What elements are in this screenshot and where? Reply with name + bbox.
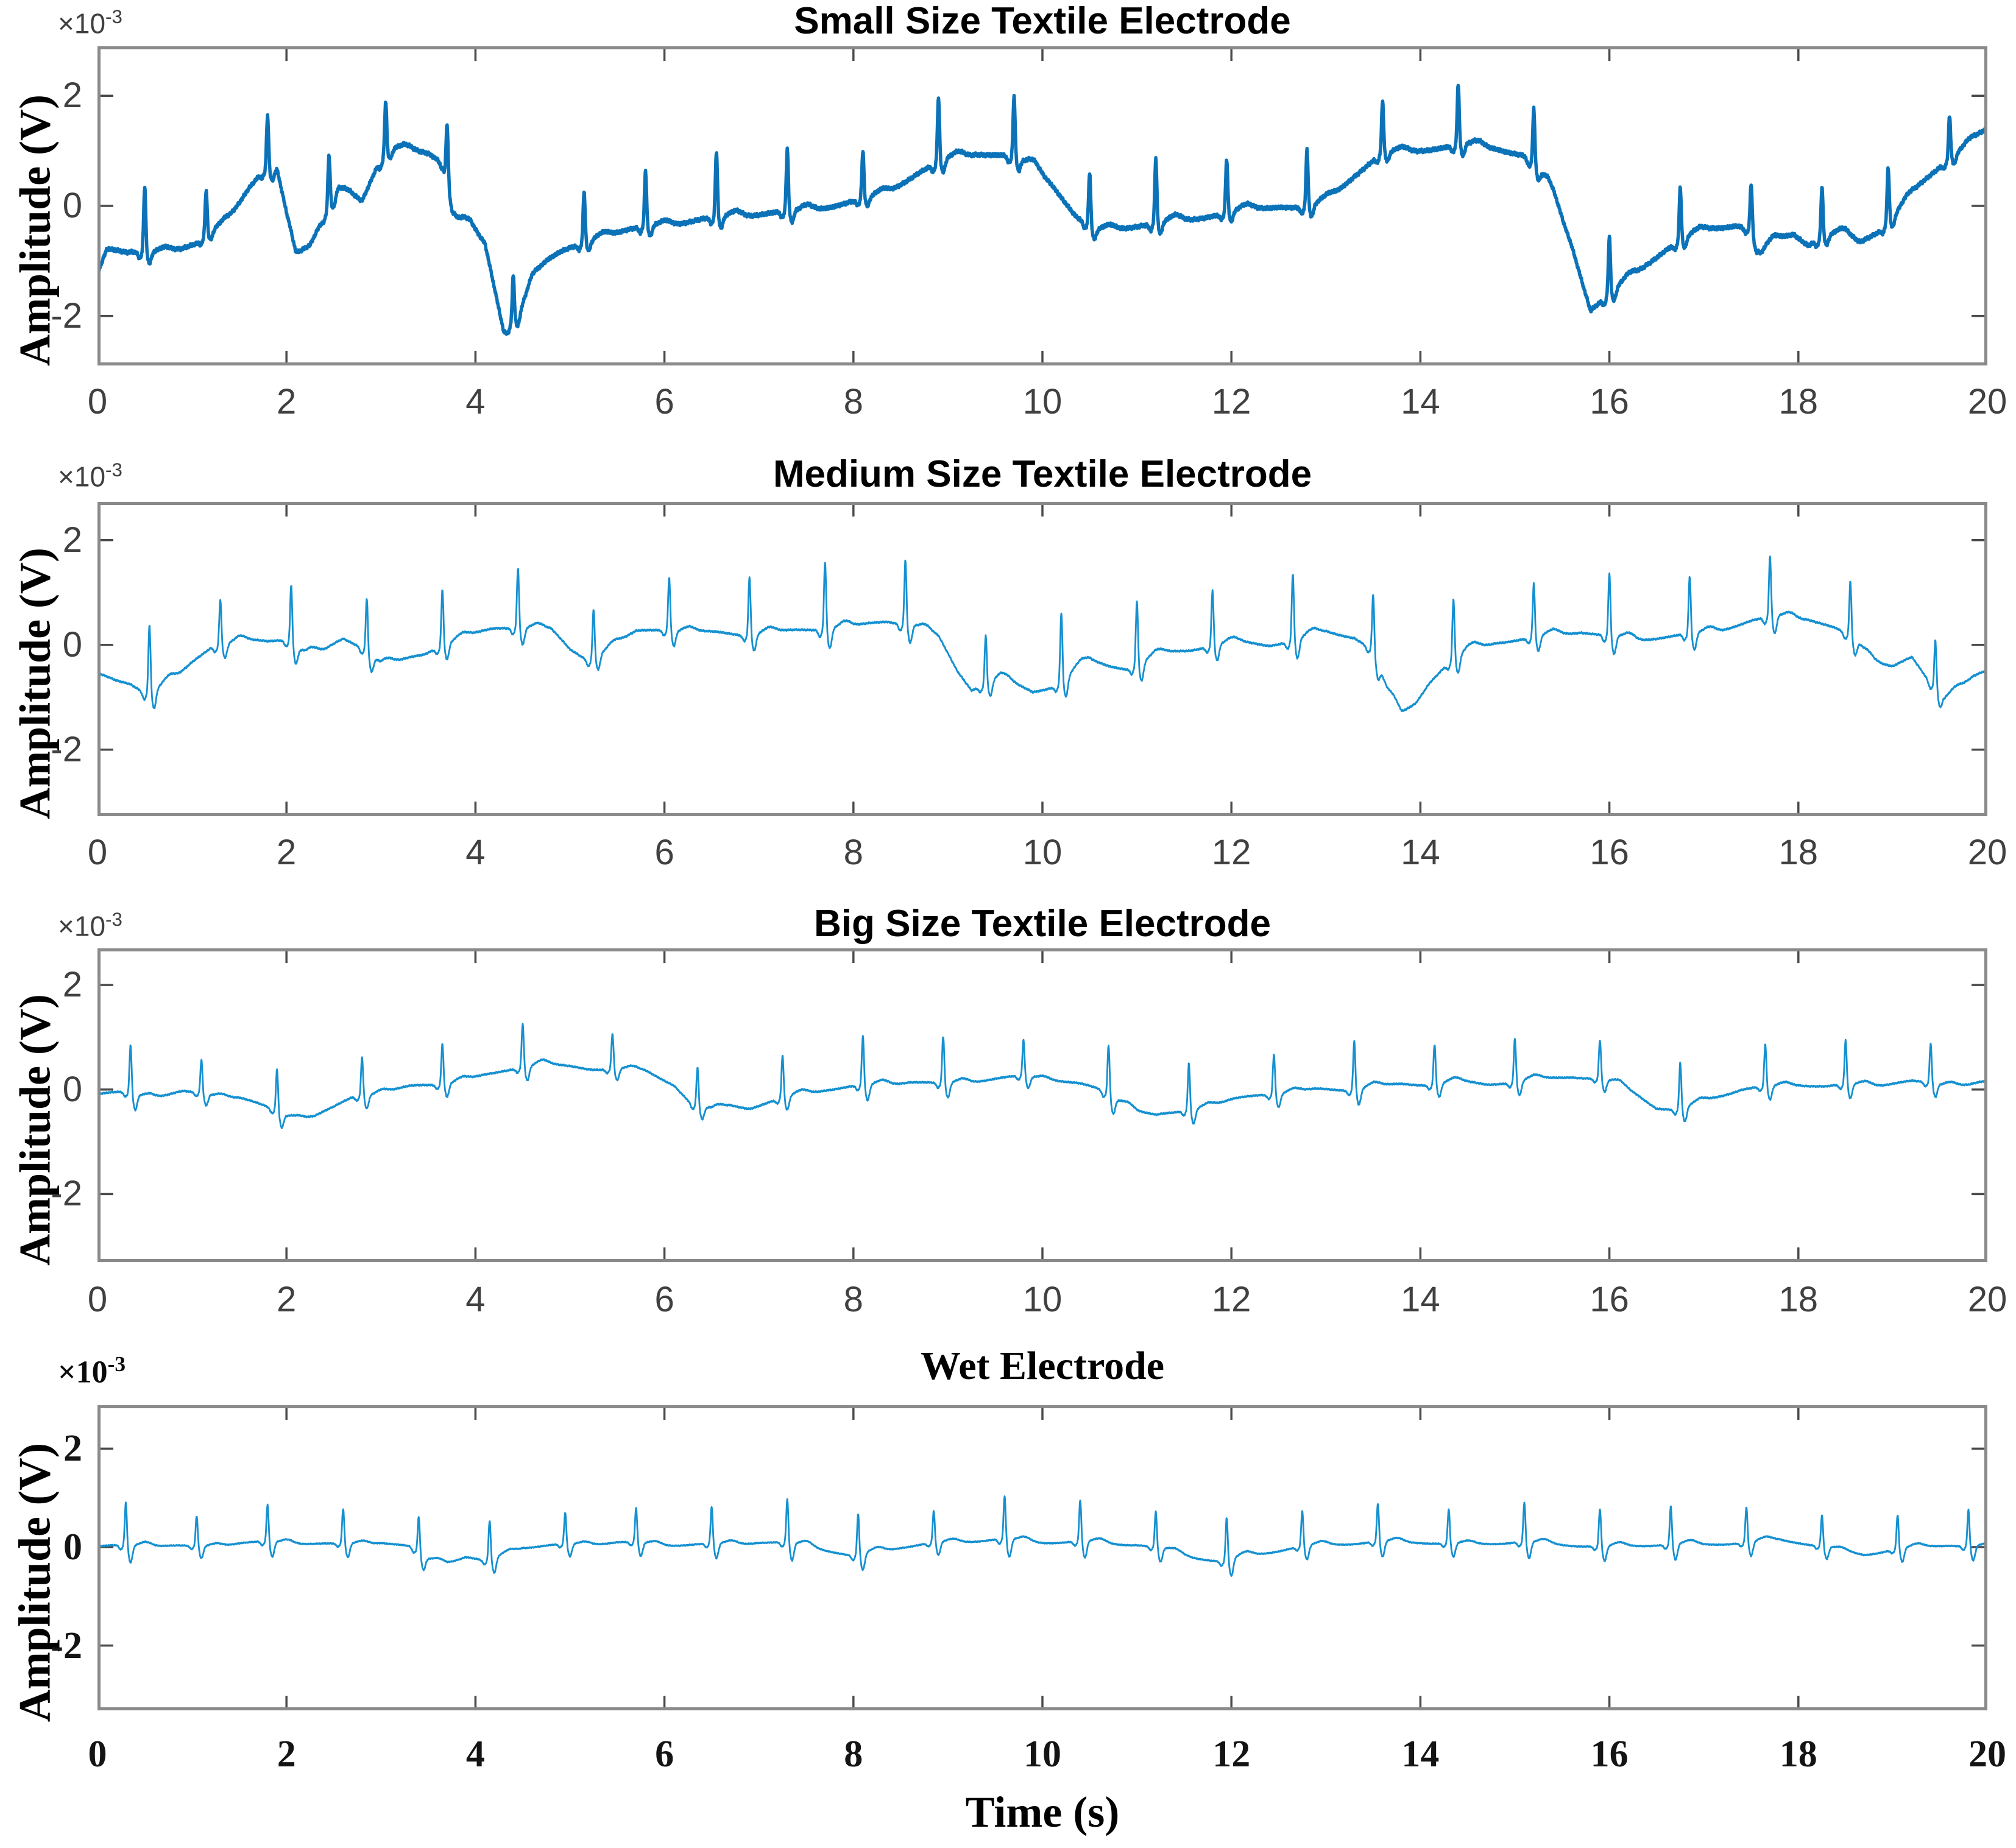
y-tick-label: -2 bbox=[51, 729, 82, 769]
exponent-base: ×10 bbox=[58, 1355, 108, 1390]
x-tick-label: 6 bbox=[654, 382, 674, 421]
y-axis-exponent-label: ×10-3 bbox=[58, 7, 122, 37]
x-axis-label: Time (s) bbox=[965, 1788, 1120, 1836]
y-axis-label: Amplitude (V) bbox=[10, 993, 60, 1266]
x-tick-label: 12 bbox=[1211, 1280, 1251, 1319]
y-tick-label: -2 bbox=[51, 1174, 82, 1214]
x-tick-label: 18 bbox=[1778, 833, 1819, 872]
axes-box bbox=[97, 502, 1987, 816]
x-tick-label: 8 bbox=[844, 1733, 863, 1775]
x-tick-label: 0 bbox=[88, 1733, 107, 1775]
x-tick-label: 8 bbox=[843, 382, 863, 421]
exponent-base: ×10 bbox=[58, 460, 106, 493]
x-tick-label: 2 bbox=[277, 833, 297, 872]
x-tick-label: 18 bbox=[1778, 382, 1819, 421]
y-tick-label: 0 bbox=[63, 1526, 82, 1568]
exponent-power: -3 bbox=[107, 1352, 126, 1376]
x-tick-label: 16 bbox=[1590, 1280, 1629, 1319]
y-tick-label: 0 bbox=[62, 186, 82, 225]
y-tick-label: 2 bbox=[62, 965, 82, 1005]
x-tick-label: 6 bbox=[655, 1733, 674, 1775]
exponent-power: -3 bbox=[105, 909, 122, 930]
x-tick-label: 20 bbox=[1967, 1280, 2007, 1319]
x-tick-label: 20 bbox=[1967, 833, 2007, 872]
x-tick-label: 8 bbox=[843, 833, 863, 872]
x-tick-label: 6 bbox=[654, 1280, 674, 1319]
x-tick-label: 10 bbox=[1022, 1280, 1063, 1319]
ecg-waveform bbox=[97, 555, 1987, 712]
x-tick-label: 18 bbox=[1779, 1733, 1817, 1775]
x-tick-label: 12 bbox=[1211, 833, 1251, 872]
plot-title: Small Size Textile Electrode bbox=[794, 0, 1291, 42]
y-axis-label: Amplitude (V) bbox=[10, 1442, 60, 1722]
x-tick-label: 2 bbox=[277, 382, 297, 421]
x-tick-label: 6 bbox=[654, 833, 674, 872]
x-tick-label: 16 bbox=[1590, 382, 1629, 421]
plot-title: Wet Electrode bbox=[920, 1344, 1165, 1388]
y-tick-label: 2 bbox=[62, 520, 82, 560]
y-tick-label: 0 bbox=[62, 624, 82, 665]
x-tick-label: 4 bbox=[465, 1280, 486, 1319]
exponent-base: ×10 bbox=[58, 7, 106, 40]
x-tick-label: 10 bbox=[1022, 382, 1063, 421]
exponent-power: -3 bbox=[105, 459, 122, 481]
x-tick-label: 10 bbox=[1024, 1733, 1061, 1775]
y-axis-label: Amplitude (V) bbox=[10, 548, 60, 819]
ecg-waveform bbox=[97, 1495, 1987, 1577]
x-tick-label: 2 bbox=[277, 1280, 297, 1319]
y-tick-label: 2 bbox=[63, 1428, 82, 1470]
ecg-trace-plot bbox=[97, 1405, 1987, 1710]
x-tick-label: 14 bbox=[1401, 1733, 1440, 1775]
y-axis-exponent-label: ×10-3 bbox=[58, 1353, 126, 1388]
x-tick-label: 4 bbox=[465, 833, 486, 872]
x-tick-label: 20 bbox=[1967, 382, 2007, 421]
ecg-waveform bbox=[97, 1023, 1987, 1129]
x-tick-label: 4 bbox=[465, 382, 486, 421]
x-tick-label: 12 bbox=[1211, 382, 1251, 421]
y-tick-label: -2 bbox=[51, 295, 82, 336]
y-axis-exponent-label: ×10-3 bbox=[58, 910, 122, 940]
x-tick-label: 8 bbox=[843, 1280, 863, 1319]
plot-title: Big Size Textile Electrode bbox=[814, 903, 1271, 945]
y-tick-label: 0 bbox=[62, 1069, 82, 1109]
ecg-waveform bbox=[97, 83, 1987, 336]
plot-title: Medium Size Textile Electrode bbox=[773, 453, 1312, 495]
x-tick-label: 18 bbox=[1778, 1280, 1819, 1319]
axes-box bbox=[97, 948, 1987, 1262]
x-tick-label: 16 bbox=[1590, 1733, 1629, 1775]
ecg-trace-plot bbox=[97, 46, 1987, 365]
x-tick-label: 0 bbox=[87, 1280, 108, 1319]
x-tick-label: 12 bbox=[1212, 1733, 1251, 1775]
y-axis-exponent-label: ×10-3 bbox=[58, 460, 122, 490]
x-tick-label: 4 bbox=[465, 1733, 485, 1775]
x-tick-label: 16 bbox=[1590, 833, 1629, 872]
x-tick-label: 0 bbox=[87, 833, 108, 872]
axes-box bbox=[97, 1405, 1987, 1710]
y-tick-label: 2 bbox=[62, 76, 82, 116]
y-tick-label: -2 bbox=[51, 1624, 82, 1666]
axes-box bbox=[97, 46, 1987, 365]
x-tick-label: 0 bbox=[87, 382, 108, 421]
x-tick-label: 14 bbox=[1401, 382, 1440, 421]
x-tick-label: 14 bbox=[1401, 1280, 1440, 1319]
ecg-trace-plot bbox=[97, 948, 1987, 1262]
x-tick-label: 20 bbox=[1968, 1733, 2006, 1775]
x-tick-label: 14 bbox=[1401, 833, 1440, 872]
ecg-trace-plot bbox=[97, 502, 1987, 816]
x-tick-label: 10 bbox=[1022, 833, 1063, 872]
exponent-base: ×10 bbox=[58, 910, 106, 942]
exponent-power: -3 bbox=[105, 6, 122, 27]
x-tick-label: 2 bbox=[277, 1733, 296, 1775]
